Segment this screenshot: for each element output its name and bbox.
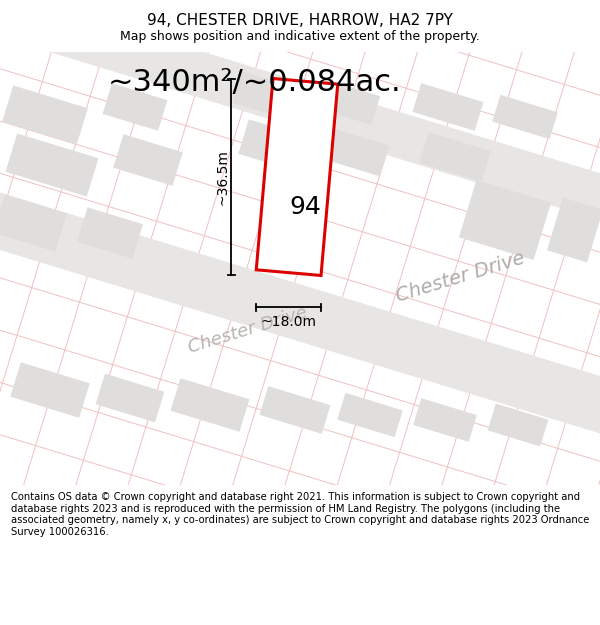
Polygon shape xyxy=(0,0,600,258)
Polygon shape xyxy=(419,132,491,182)
Polygon shape xyxy=(10,362,89,418)
Polygon shape xyxy=(77,208,143,259)
Polygon shape xyxy=(488,404,548,446)
Polygon shape xyxy=(492,95,558,139)
Text: Contains OS data © Crown copyright and database right 2021. This information is : Contains OS data © Crown copyright and d… xyxy=(11,492,589,537)
Text: 94, CHESTER DRIVE, HARROW, HA2 7PY: 94, CHESTER DRIVE, HARROW, HA2 7PY xyxy=(147,13,453,28)
Polygon shape xyxy=(320,127,389,176)
Polygon shape xyxy=(113,134,183,186)
Text: ~340m²/~0.084ac.: ~340m²/~0.084ac. xyxy=(108,68,401,96)
Text: ~18.0m: ~18.0m xyxy=(260,316,317,329)
Polygon shape xyxy=(0,155,600,471)
Polygon shape xyxy=(95,374,164,423)
Polygon shape xyxy=(103,83,167,131)
Polygon shape xyxy=(170,378,250,432)
Polygon shape xyxy=(233,71,307,122)
Polygon shape xyxy=(5,134,98,196)
Polygon shape xyxy=(413,83,484,131)
Text: Chester Drive: Chester Drive xyxy=(393,248,527,306)
Text: Map shows position and indicative extent of the property.: Map shows position and indicative extent… xyxy=(120,29,480,42)
Text: 94: 94 xyxy=(289,195,321,219)
Polygon shape xyxy=(547,198,600,262)
Text: Chester Drive: Chester Drive xyxy=(186,303,310,357)
Polygon shape xyxy=(337,393,403,437)
Polygon shape xyxy=(2,86,88,144)
Polygon shape xyxy=(459,180,551,260)
Polygon shape xyxy=(0,194,67,252)
Polygon shape xyxy=(238,119,317,175)
Text: ~36.5m: ~36.5m xyxy=(215,149,229,205)
Polygon shape xyxy=(413,398,477,442)
Polygon shape xyxy=(316,79,380,125)
Polygon shape xyxy=(256,79,338,276)
Polygon shape xyxy=(260,386,331,434)
